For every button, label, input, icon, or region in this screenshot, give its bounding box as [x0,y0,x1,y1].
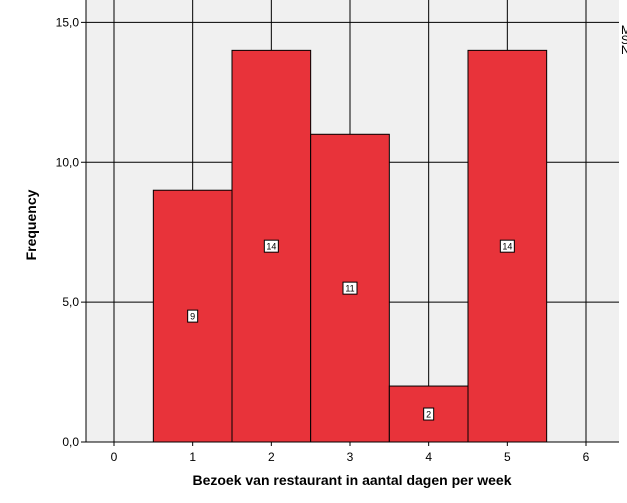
bar-label: 11 [345,284,354,294]
x-tick-label: 3 [347,450,354,464]
x-ticks: 0 1 2 3 4 5 6 [111,442,590,464]
bar-label: 9 [190,312,195,322]
legend-partial-line: M [621,23,627,37]
x-tick-label: 2 [268,450,275,464]
y-tick-label: 5,0 [62,295,79,309]
x-tick-label: 4 [425,450,432,464]
x-tick-label: 5 [504,450,511,464]
y-tick-label: 0,0 [62,435,79,449]
x-axis-title: Bezoek van restaurant in aantal dagen pe… [192,472,511,488]
y-axis-title: Frequency [23,189,39,260]
bar-label: 2 [426,410,431,420]
bar-label-box [423,407,435,421]
bar-label-box [499,239,515,253]
x-tick-label: 0 [111,450,118,464]
bar-label-box [263,239,279,253]
bar-label: 14 [502,242,512,252]
bars [152,49,548,443]
y-tick-label: 10,0 [56,155,80,169]
bar-label-box [342,281,358,295]
bar-labels: 9 14 11 2 14 [187,239,515,421]
legend-partial-line: S [621,33,627,47]
x-tick-label: 6 [583,450,590,464]
y-ticks: 0,0 5,0 10,0 15,0 [56,15,86,449]
y-tick-label: 15,0 [56,15,80,29]
legend-partial-line: N [621,43,627,57]
x-tick-label: 1 [189,450,196,464]
bar-label: 14 [266,242,276,252]
bar-label-box [187,309,199,323]
